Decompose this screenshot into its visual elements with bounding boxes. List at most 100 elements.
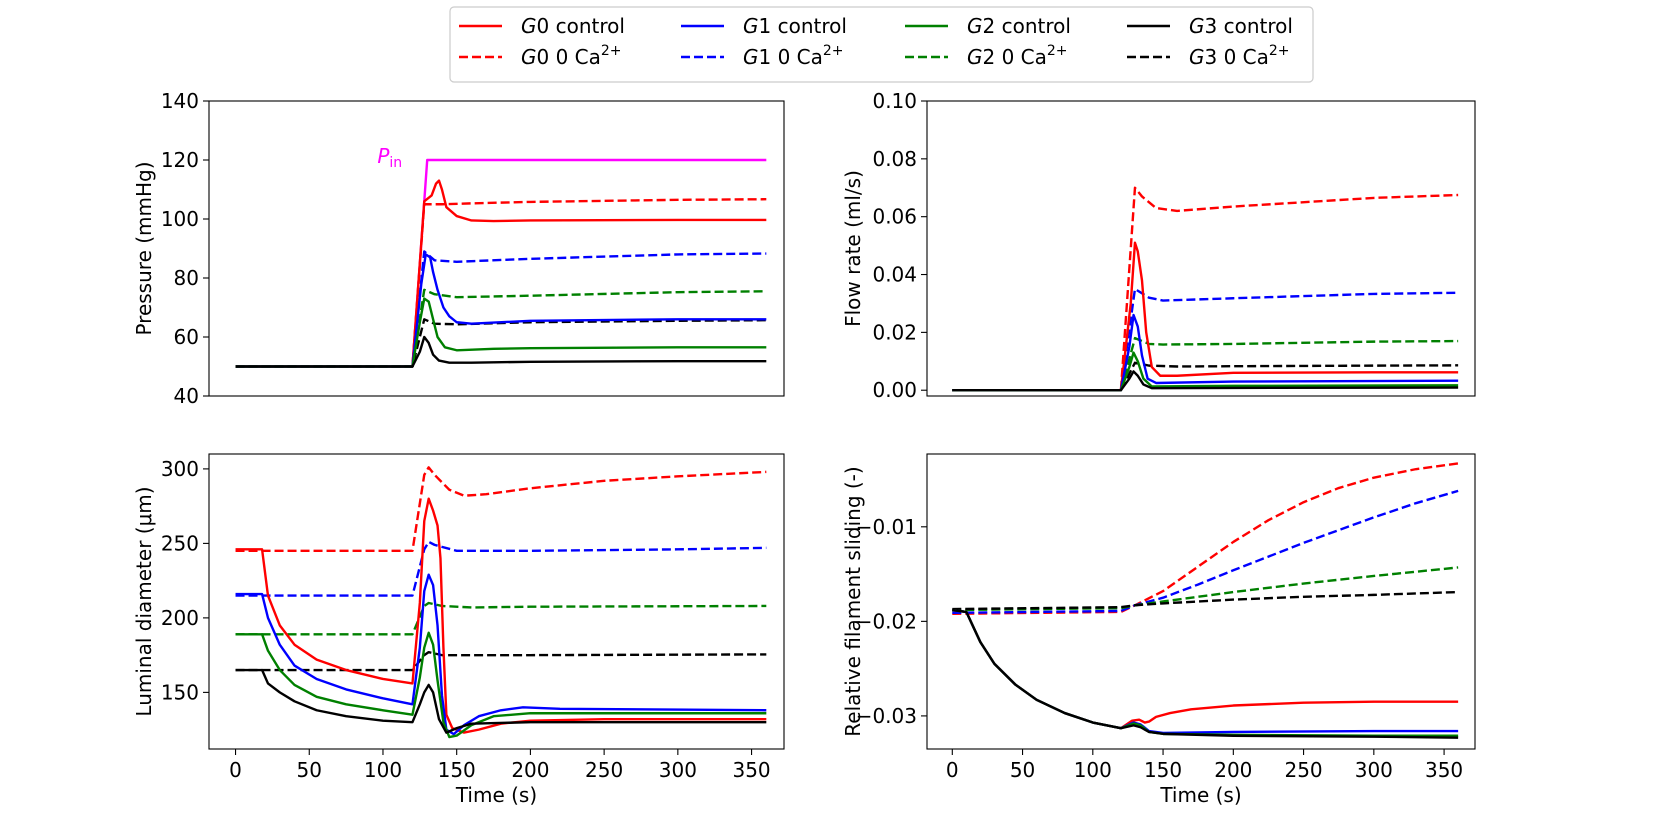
y-tick-label: 140: [161, 89, 199, 113]
x-tick-label: 0: [946, 758, 959, 782]
series-line-g1-control: [952, 608, 1459, 735]
legend-label: G1 0 Ca2+: [743, 43, 844, 69]
legend-entry: G2 control: [905, 14, 1071, 38]
y-tick-label: 60: [174, 325, 199, 349]
series-line-g0-control: [235, 497, 767, 734]
x-tick-label: 300: [1355, 758, 1393, 782]
x-tick-label: 250: [1284, 758, 1322, 782]
x-tick-label: 150: [1144, 758, 1182, 782]
x-tick-label: 250: [585, 758, 623, 782]
legend-entry: G0 0 Ca2+: [459, 43, 622, 69]
x-axis-label: Time (s): [455, 783, 537, 807]
legend-entry: G3 control: [1127, 14, 1293, 38]
panel-filament-sliding: −0.03 −0.02 −0.01 0 50 100 150 200 250 300 350 Time…: [841, 453, 1476, 807]
series-line-g2-0-ca2: [235, 288, 767, 368]
series-line-g2-control: [952, 351, 1459, 392]
series-line-g1-0-ca2: [952, 489, 1459, 615]
series-line-g3-control: [952, 608, 1459, 739]
y-tick-label: 250: [161, 531, 199, 555]
legend: G0 control G1 control G2 control G3 control…: [449, 6, 1314, 83]
y-tick-label: 0.06: [872, 205, 917, 229]
legend-label: G0 0 Ca2+: [521, 43, 622, 69]
axes-frame: [208, 453, 785, 750]
y-tick-label: 200: [161, 606, 199, 630]
y-tick-label: −0.01: [856, 515, 917, 539]
series-line-g1-control: [235, 573, 767, 736]
series-line-g3-0-ca2: [952, 590, 1459, 611]
y-tick-label: 40: [174, 384, 199, 408]
series-line-g2-control: [952, 608, 1459, 737]
y-tick-label: −0.02: [856, 609, 917, 633]
axes-frame: [208, 100, 785, 397]
series-line-g1-control: [235, 253, 767, 368]
series-line-g2-control: [235, 297, 767, 368]
x-tick-label: 350: [732, 758, 770, 782]
x-axis-label: Time (s): [1159, 783, 1241, 807]
series-line-g1-0-ca2: [235, 540, 767, 597]
y-tick-label: 0.02: [872, 320, 917, 344]
y-tick-label: 150: [161, 680, 199, 704]
series-line-g2-0-ca2: [952, 566, 1459, 612]
annotation-p-in: Pin: [377, 144, 402, 171]
y-tick-label: 0.04: [872, 263, 917, 287]
legend-entry: G2 0 Ca2+: [905, 43, 1068, 69]
series-line-g3-0-ca2: [235, 650, 767, 672]
legend-label: G1 control: [743, 14, 847, 38]
series-line-g3-0-ca2: [235, 318, 767, 368]
x-tick-label: 350: [1425, 758, 1463, 782]
y-tick-label: 0.08: [872, 147, 917, 171]
y-tick-label: 80: [174, 266, 199, 290]
y-axis-label: Flow rate (ml/s): [841, 170, 865, 327]
axes-frame: [926, 100, 1476, 397]
y-tick-label: 100: [161, 207, 199, 231]
series-line-g0-0-ca2: [952, 186, 1459, 392]
x-tick-label: 200: [511, 758, 549, 782]
series-line-g0-control: [235, 179, 767, 368]
legend-entry: G1 control: [681, 14, 847, 38]
y-tick-label: −0.03: [856, 704, 917, 728]
panel-luminal-diameter: 150 200 250 300 0 50 100 150 200 250 300 350 Time (s…: [132, 453, 785, 807]
series-line-g0-0-ca2: [952, 462, 1459, 615]
x-tick-label: 50: [297, 758, 322, 782]
x-tick-label: 0: [229, 758, 242, 782]
x-tick-label: 200: [1214, 758, 1252, 782]
series-line-g3-control: [952, 370, 1459, 392]
x-tick-label: 100: [1074, 758, 1112, 782]
series-line-g0-0-ca2: [235, 198, 767, 368]
legend-label: G3 0 Ca2+: [1189, 43, 1290, 69]
legend-entry: G0 control: [459, 14, 625, 38]
plot-lines: [952, 186, 1459, 392]
panel-pressure: 40 60 80 100 120 140 Pressure (mmHg) Pin: [132, 89, 785, 408]
plot-lines: [952, 462, 1459, 739]
x-tick-label: 100: [364, 758, 402, 782]
series-line-g1-control: [952, 313, 1459, 392]
series-line-g0-0-ca2: [235, 466, 767, 553]
legend-label: G2 0 Ca2+: [967, 43, 1068, 69]
axes-frame: [926, 453, 1476, 750]
series-line-p-in: [235, 158, 767, 368]
series-line-g3-control: [235, 668, 767, 734]
series-line-g3-control: [235, 335, 767, 368]
legend-label: G3 control: [1189, 14, 1293, 38]
plot-lines: [235, 466, 767, 739]
y-axis-label: Pressure (mmHg): [132, 161, 156, 335]
y-tick-label: 0.00: [872, 378, 917, 402]
legend-label: G2 control: [967, 14, 1071, 38]
series-line-g2-0-ca2: [235, 601, 767, 636]
x-tick-label: 150: [438, 758, 476, 782]
plot-lines: [235, 158, 767, 368]
y-tick-label: 120: [161, 148, 199, 172]
legend-frame: [449, 6, 1314, 83]
legend-label: G0 control: [521, 14, 625, 38]
x-tick-label: 50: [1010, 758, 1035, 782]
series-line-g0-control: [952, 241, 1459, 392]
y-axis-label: Relative filament sliding (-): [841, 466, 865, 736]
legend-entry: G1 0 Ca2+: [681, 43, 844, 69]
legend-entry: G3 0 Ca2+: [1127, 43, 1290, 69]
y-tick-label: 0.10: [872, 89, 917, 113]
series-line-g0-control: [952, 608, 1459, 730]
panel-flow-rate: 0.00 0.02 0.04 0.06 0.08 0.10 Flow rate (ml/s): [841, 89, 1476, 402]
y-axis-label: Luminal diameter (μm): [132, 486, 156, 716]
y-tick-label: 300: [161, 457, 199, 481]
